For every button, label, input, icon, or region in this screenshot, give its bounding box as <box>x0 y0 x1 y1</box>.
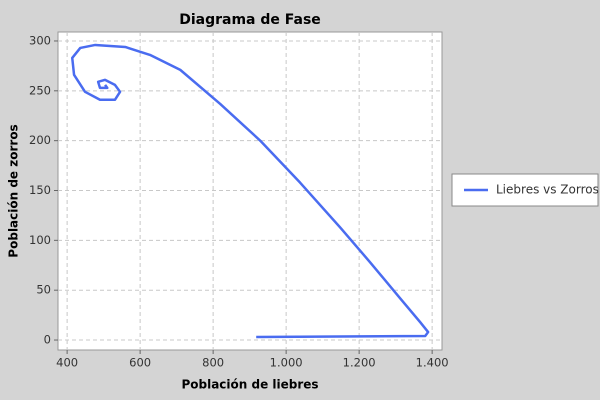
y-tick-label: 200 <box>29 133 51 147</box>
y-tick-label: 300 <box>29 33 51 47</box>
x-tick-label: 400 <box>56 356 78 370</box>
series-line <box>70 43 430 339</box>
legend-label: Liebres vs Zorros <box>496 183 599 197</box>
y-tick-label: 0 <box>44 333 51 347</box>
x-tick-label: 1.200 <box>343 356 376 370</box>
y-tick-label: 50 <box>36 283 51 297</box>
x-tick-label: 1.000 <box>270 356 303 370</box>
y-axis-label: Población de zorros <box>7 124 21 257</box>
x-tick-label: 800 <box>202 356 224 370</box>
chart-title: Diagrama de Fase <box>179 12 321 28</box>
x-axis-label: Población de liebres <box>181 378 318 392</box>
x-tick-label: 600 <box>129 356 151 370</box>
y-tick-label: 150 <box>29 183 51 197</box>
y-tick-label: 100 <box>29 233 51 247</box>
x-tick-label: 1.400 <box>416 356 449 370</box>
y-tick-label: 250 <box>29 83 51 97</box>
